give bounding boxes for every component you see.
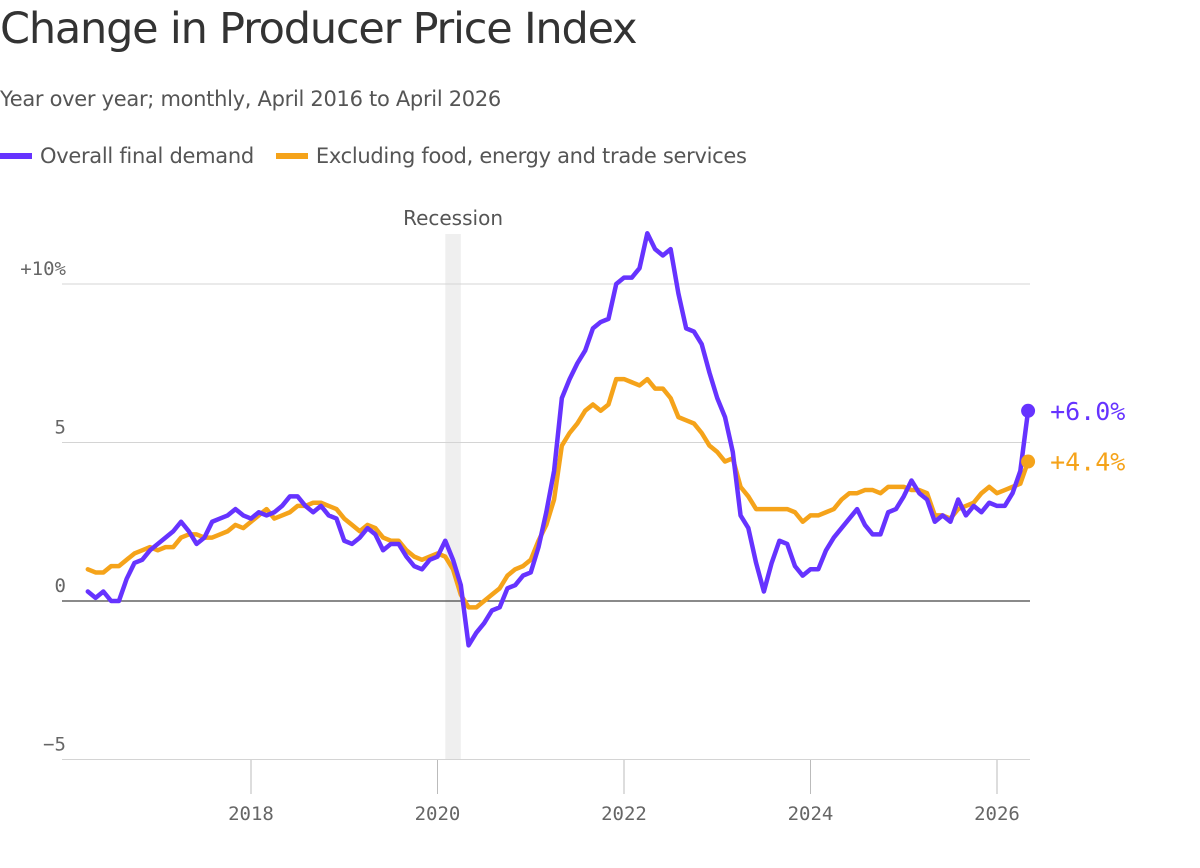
chart-subtitle: Year over year; monthly, April 2016 to A… — [0, 87, 501, 111]
recession-label: Recession — [403, 206, 503, 230]
series-layer — [85, 231, 1031, 648]
annotation-layer: Recession — [403, 206, 503, 760]
x-tick-label: 2020 — [415, 803, 461, 825]
end-marker-overall — [1021, 403, 1036, 418]
y-tick-label: 5 — [55, 417, 66, 439]
y-tick-label: −5 — [43, 734, 66, 756]
x-tick-label: 2024 — [788, 803, 834, 825]
end-marker-core — [1021, 454, 1036, 469]
chart-legend: Overall final demand Excluding food, ene… — [0, 142, 769, 170]
x-tick-label: 2026 — [974, 803, 1020, 825]
legend-label-core: Excluding food, energy and trade service… — [315, 144, 747, 168]
series-line-overall — [85, 231, 1031, 648]
end-label-overall: +6.0% — [1050, 397, 1125, 426]
y-tick-label: +10% — [20, 258, 66, 280]
legend-label-overall: Overall final demand — [40, 144, 254, 168]
chart-title: Change in Producer Price Index — [0, 4, 638, 54]
grid-layer — [62, 283, 1030, 760]
axis-layer: +10% 5 0 −5 2018 2020 2022 2024 2026 — [20, 258, 1020, 825]
y-tick-label: 0 — [55, 575, 66, 597]
end-label-core: +4.4% — [1050, 448, 1125, 477]
x-tick-label: 2018 — [228, 803, 274, 825]
series-line-core — [85, 376, 1031, 610]
recession-band — [445, 234, 461, 760]
legend-swatch-core — [275, 153, 308, 159]
legend-swatch-overall — [0, 153, 32, 159]
x-tick-label: 2022 — [601, 803, 647, 825]
legend-item-core: Excluding food, energy and trade service… — [275, 144, 747, 168]
end-label-layer: +6.0% +4.4% — [1021, 397, 1125, 477]
legend-item-overall: Overall final demand — [0, 144, 254, 168]
